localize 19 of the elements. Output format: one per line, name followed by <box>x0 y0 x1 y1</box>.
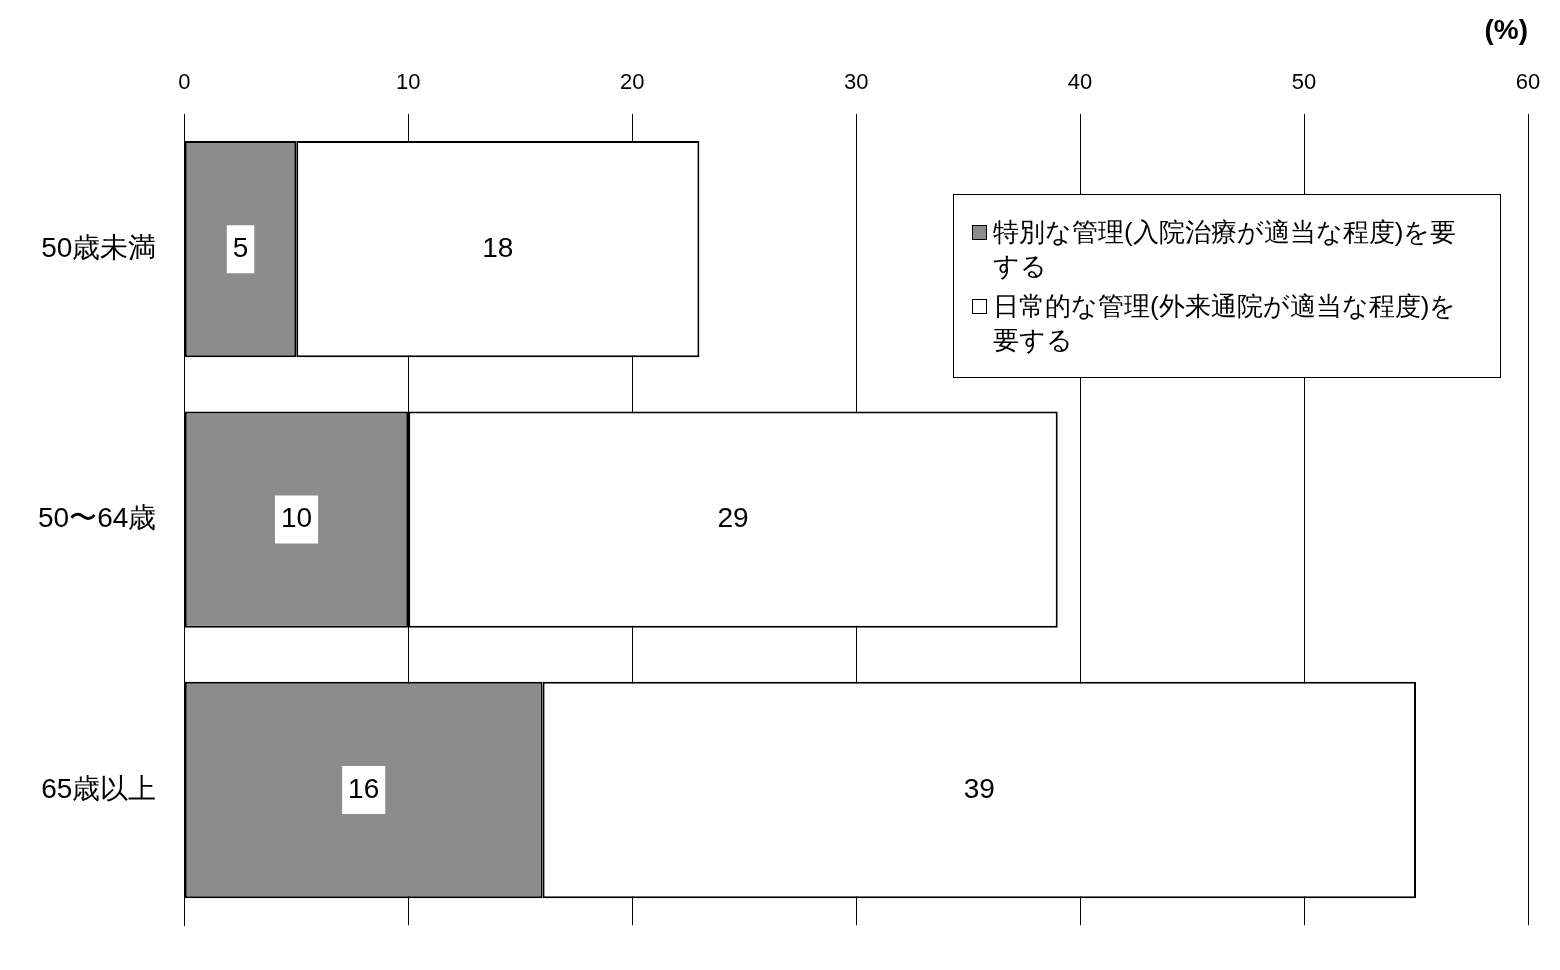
x-tick-label: 0 <box>178 68 191 94</box>
data-label: 39 <box>963 772 995 804</box>
legend-label: 特別な管理(入院治療が適当な程度)を要する <box>993 216 1458 283</box>
data-label: 29 <box>717 502 749 534</box>
x-tick-label: 30 <box>843 68 869 94</box>
data-label: 10 <box>280 502 313 534</box>
y-tick-label: 65歳以上 <box>41 772 157 804</box>
y-tick-label: 50〜64歳 <box>37 502 157 534</box>
data-label: 16 <box>348 772 380 804</box>
x-tick-label: 10 <box>396 68 421 94</box>
text: 日常的な管理(外来通院が適当な程度)を要する <box>993 290 1458 357</box>
data-label: 5 <box>232 231 249 263</box>
data-label: 18 <box>482 231 514 263</box>
x-tick-label: 60 <box>1515 68 1541 94</box>
x-tick-label: 40 <box>1067 68 1093 94</box>
x-tick-label: 20 <box>619 68 645 94</box>
x-tick-label: 50 <box>1291 68 1317 94</box>
y-tick-label: 50歳未満 <box>41 231 157 263</box>
x-axis-title: (%) <box>1484 13 1528 45</box>
